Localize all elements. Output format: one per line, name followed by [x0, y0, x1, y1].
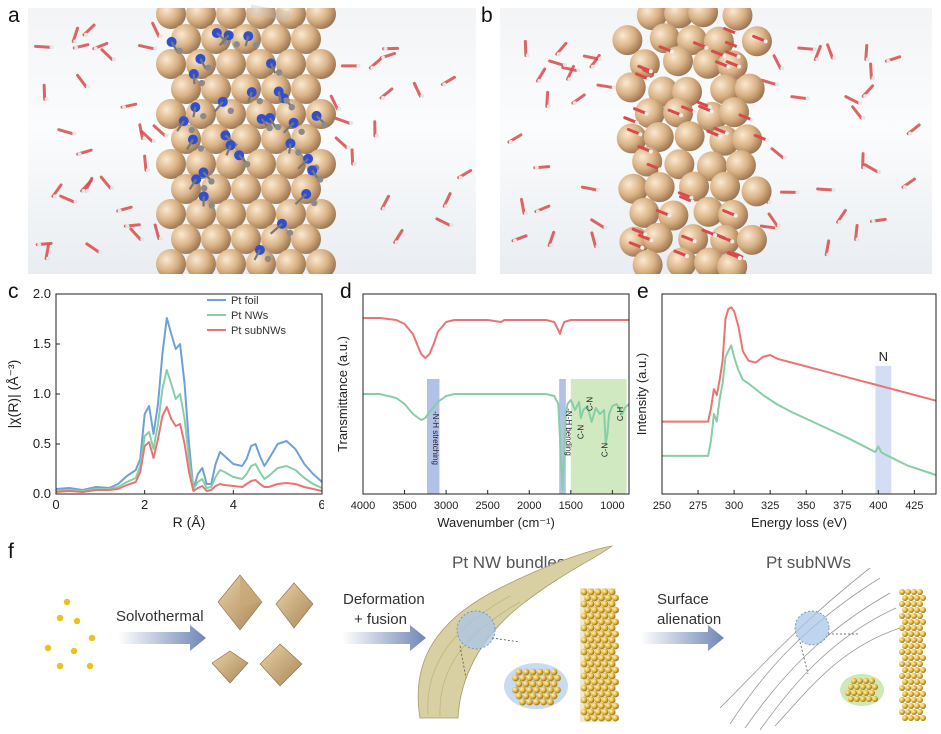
y-axis-label: |χ(R)| (Å⁻³)	[5, 360, 21, 429]
panel-label-f: f	[8, 540, 14, 563]
render-panel-b	[500, 8, 932, 274]
x-tick-label: 2000	[517, 500, 541, 512]
step2-label-line1: Deformation	[343, 591, 425, 608]
y-axis-label: Transmittance (a.u.)	[335, 336, 350, 452]
x-tick-label: 2500	[475, 500, 499, 512]
x-axis-label: Energy loss (eV)	[751, 515, 847, 530]
seed-particles	[44, 598, 96, 670]
arrow-deformation	[342, 625, 426, 651]
x-axis-label: R (Å)	[173, 514, 206, 530]
chart-c: 0 2 4 6 0.0 0.5 1.0 1.5 2.0 R (Å) |χ(R)| (Å⁻³) Pt f…	[5, 286, 324, 530]
pt-atoms	[156, 8, 336, 274]
plot-frame	[661, 293, 937, 495]
pt-nanowire-with-ligands-illustration-icon	[34, 8, 473, 274]
pt-subnanowire-illustration-icon	[507, 8, 921, 274]
stage3-title: Pt subNWs	[766, 553, 851, 572]
synthesis-scheme: Solvothermal Deformation + fusion Pt NW …	[44, 545, 926, 731]
y-tick-label: 1.5	[33, 336, 51, 351]
x-tick-label: 1500	[559, 500, 583, 512]
legend: Pt foil Pt NWs Pt subNWs	[207, 295, 287, 337]
series-line-1	[363, 393, 630, 491]
annotation-nh-stretching: -N-H stretching	[431, 411, 440, 465]
x-tick-label: 3000	[434, 500, 458, 512]
x-tick-label: 250	[653, 500, 671, 512]
x-tick-label: 6	[318, 497, 324, 512]
annotation-n: N	[879, 349, 888, 364]
x-tick-label: 1000	[600, 500, 624, 512]
y-tick-label: 2.0	[33, 286, 51, 301]
nh-stretch-band	[427, 379, 440, 494]
x-tick-label: 425	[905, 500, 923, 512]
x-tick-label: 375	[833, 500, 851, 512]
x-tick-label: 275	[689, 500, 707, 512]
x-tick-label: 400	[869, 500, 887, 512]
x-tick-label: 0	[52, 497, 59, 512]
y-tick-label: 0.0	[33, 486, 51, 501]
water-molecules	[34, 21, 473, 261]
y-tick-label: 0.5	[33, 436, 51, 451]
annotation-cn-3: C-N	[600, 443, 609, 457]
chart-e: 250 275 300 325 350 375 400 425 Energy loss (eV)…	[634, 293, 937, 530]
x-tick-label: 4	[230, 497, 237, 512]
chart-d: 4000 3500 3000 2500 2000 1500 1000 Wavenumber (…	[335, 293, 630, 530]
series-line-2	[55, 406, 323, 493]
x-tick-label: 4000	[351, 500, 375, 512]
annotation-cn-1: C-N	[576, 425, 585, 439]
series-line-0	[363, 317, 629, 359]
arrow-alienation	[640, 625, 724, 651]
annotation-cn-2: C-N	[585, 397, 594, 411]
annotation-ch: C-H	[616, 407, 625, 421]
step1-label: Solvothermal	[116, 608, 204, 625]
legend-entry: Pt subNWs	[231, 325, 287, 337]
render-panel-a	[28, 8, 476, 274]
water-molecules	[507, 39, 921, 257]
panel-label-b: b	[481, 4, 493, 27]
legend-entry: Pt NWs	[231, 310, 269, 322]
annotation-nh-bending: -N-H bending	[564, 408, 573, 456]
panel-label-d: d	[340, 280, 352, 303]
stage2-title: Pt NW bundles	[452, 553, 565, 572]
pt-subnw-illustration-icon	[719, 567, 926, 731]
y-axis-label: Intensity (a.u.)	[634, 353, 649, 435]
panel-label-c: c	[8, 280, 19, 303]
pt-atoms	[612, 8, 772, 274]
amine-ligands	[166, 27, 329, 263]
panel-label-a: a	[8, 4, 20, 27]
series-line-0	[662, 306, 937, 423]
n-edge-band	[875, 366, 892, 494]
y-tick-label: 1.0	[33, 386, 51, 401]
arrow-solvothermal	[118, 625, 206, 651]
x-tick-label: 350	[797, 500, 815, 512]
step3-label-line2: alienation	[657, 611, 721, 628]
x-tick-label: 2	[141, 497, 148, 512]
step2-label-line2: + fusion	[354, 611, 407, 628]
pt-nw-bundle-illustration-icon	[417, 545, 619, 722]
cn-band	[570, 379, 627, 494]
x-tick-label: 325	[761, 500, 779, 512]
plot-frame	[362, 293, 630, 495]
nh-bend-band	[559, 379, 566, 494]
legend-entry: Pt foil	[231, 295, 259, 307]
series-line-1	[662, 344, 937, 476]
step3-label-line1: Surface	[657, 591, 709, 608]
panel-label-e: e	[637, 280, 649, 303]
pt-octahedron-nanocrystal-illustration-icon	[211, 574, 314, 687]
x-tick-label: 3500	[392, 500, 416, 512]
x-axis-label: Wavenumber (cm⁻¹)	[437, 515, 555, 530]
series-line-0	[55, 317, 323, 491]
x-tick-label: 300	[725, 500, 743, 512]
series-line-1	[55, 369, 323, 492]
